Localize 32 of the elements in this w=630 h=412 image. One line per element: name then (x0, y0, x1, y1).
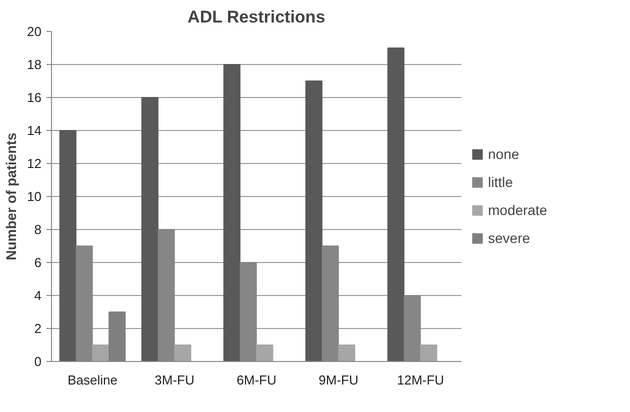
legend-label: moderate (488, 202, 548, 218)
y-tick-label: 8 (34, 222, 42, 237)
y-tick-label: 12 (27, 156, 42, 171)
bar (305, 80, 322, 362)
legend-label: severe (488, 230, 530, 246)
bar (59, 130, 76, 362)
bar (420, 344, 438, 362)
y-tick-label: 2 (34, 321, 42, 336)
y-tick-label: 16 (27, 90, 42, 105)
y-tick-label: 14 (27, 123, 42, 138)
y-tick-label: 20 (27, 24, 42, 39)
x-tick-label: Baseline (68, 372, 118, 388)
bar (223, 64, 240, 362)
legend-label: none (488, 146, 520, 162)
chart-title: ADL Restrictions (188, 8, 326, 26)
bar (92, 344, 110, 362)
x-tick-label: 9M-FU (318, 372, 358, 388)
y-tick-label: 4 (34, 288, 42, 303)
y-tick-label: 10 (27, 189, 42, 204)
y-tick-label: 0 (34, 354, 42, 369)
x-tick-label: 12M-FU (397, 372, 444, 388)
bar (174, 344, 192, 362)
y-axis-title: Number of patients (3, 132, 20, 260)
bar (141, 97, 158, 362)
y-tick-label: 6 (34, 255, 42, 270)
legend-label: little (488, 174, 513, 190)
bar (338, 344, 356, 362)
y-tick-label: 18 (27, 57, 42, 72)
x-tick-label: 6M-FU (236, 372, 276, 388)
x-tick-label: 3M-FU (154, 372, 194, 388)
bar (387, 48, 404, 362)
bar (256, 344, 274, 362)
